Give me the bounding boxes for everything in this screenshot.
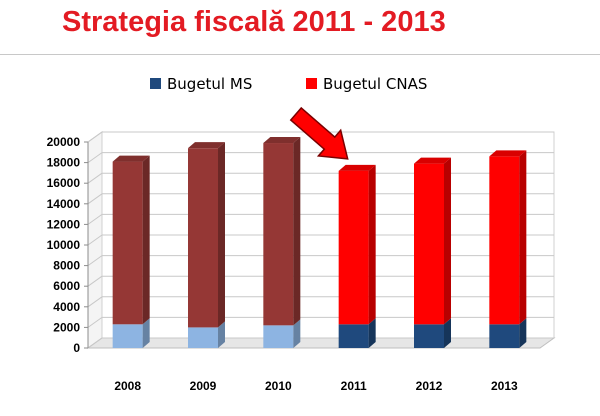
bar-segment-cnas — [489, 150, 527, 325]
gridline-side — [87, 316, 103, 328]
page-title: Strategia fiscală 2011 - 2013 — [62, 6, 446, 38]
bar-segment-cnas — [188, 142, 225, 328]
bar-front — [414, 324, 444, 348]
bar-side — [519, 318, 527, 348]
arrow-icon — [289, 106, 349, 160]
title-divider — [0, 54, 600, 55]
bar-top — [263, 137, 301, 144]
bar-segment-ms — [112, 318, 150, 348]
legend-swatch-cnas — [306, 78, 317, 89]
legend-label-ms: Bugetul MS — [167, 75, 252, 93]
bar-side — [142, 318, 150, 348]
y-tick-label: 10000 — [47, 238, 81, 252]
bar-side — [218, 321, 225, 348]
x-tick-label: 2009 — [190, 379, 217, 393]
x-tick-label: 2008 — [114, 379, 141, 393]
y-tick-label: 6000 — [53, 279, 80, 293]
bar-side — [142, 155, 150, 325]
bar-side — [519, 150, 527, 325]
y-tick-label: 12000 — [47, 217, 81, 231]
floor — [86, 337, 556, 349]
bar-side — [444, 157, 451, 325]
bar-segment-cnas — [338, 164, 376, 325]
highlight-arrow — [289, 106, 349, 160]
chart-bars — [112, 137, 527, 348]
gridline-side — [87, 337, 103, 349]
bar-top — [414, 157, 451, 164]
bar-front — [489, 324, 520, 348]
bar-front — [338, 324, 369, 348]
gridline-side — [87, 213, 103, 225]
bar-front — [112, 161, 143, 325]
bar-segment-ms — [489, 318, 527, 348]
x-tick-label: 2010 — [265, 379, 292, 393]
gridline-side — [87, 296, 103, 308]
y-tick-label: 2000 — [53, 320, 80, 334]
bar-front — [338, 170, 369, 325]
y-tick-label: 0 — [73, 341, 80, 355]
bar-top — [338, 164, 376, 171]
bar-front — [263, 143, 294, 326]
bar-segment-ms — [263, 319, 301, 348]
bar-side — [444, 318, 451, 348]
bar-front — [188, 327, 218, 348]
gridline-side — [87, 172, 103, 184]
y-axis: 0 2000 4000 6000 8000 10000 12000 14000 16000 180… — [47, 135, 89, 355]
chart-legend: Bugetul MS Bugetul CNAS — [150, 75, 427, 93]
bar-segment-ms — [188, 321, 225, 348]
bar-side — [368, 318, 376, 348]
legend-swatch-ms — [150, 78, 161, 89]
legend-label-cnas: Bugetul CNAS — [323, 75, 427, 93]
bar-segment-cnas — [112, 155, 150, 325]
bar-side — [218, 142, 225, 328]
bar-segment-ms — [338, 318, 376, 348]
x-tick-label: 2012 — [416, 379, 443, 393]
bar-segment-cnas — [414, 157, 451, 325]
bar-front — [414, 163, 444, 325]
gridline-side — [87, 275, 103, 287]
y-tick-label: 20000 — [47, 135, 81, 149]
bar-side — [293, 137, 301, 326]
y-tick-label: 18000 — [47, 156, 81, 170]
x-axis: 2008 2009 2010 2011 2012 2013 — [114, 379, 518, 393]
gridline-side — [87, 193, 103, 205]
bar-top — [489, 150, 527, 157]
gridline-side — [87, 234, 103, 246]
bar-top — [188, 142, 225, 149]
bar-side — [368, 164, 376, 325]
bar-front — [263, 325, 294, 348]
y-tick-label: 16000 — [47, 176, 81, 190]
chart-walls — [86, 131, 556, 349]
bar-segment-cnas — [263, 137, 301, 326]
y-tick-label: 4000 — [53, 300, 80, 314]
arrow-shape — [289, 106, 349, 160]
bar-front — [188, 148, 218, 328]
bar-top — [112, 155, 150, 162]
gridline-side — [87, 255, 103, 267]
bar-segment-ms — [414, 318, 451, 348]
title-area: Strategia fiscală 2011 - 2013 — [0, 0, 600, 55]
y-tick-label: 8000 — [53, 259, 80, 273]
bar-front — [112, 324, 143, 348]
bar-front — [489, 156, 520, 325]
y-tick-label: 14000 — [47, 197, 81, 211]
x-tick-label: 2011 — [341, 379, 367, 393]
gridline-side — [87, 152, 103, 164]
bar-side — [293, 319, 301, 348]
gridline-side — [87, 131, 103, 143]
x-tick-label: 2013 — [491, 379, 518, 393]
